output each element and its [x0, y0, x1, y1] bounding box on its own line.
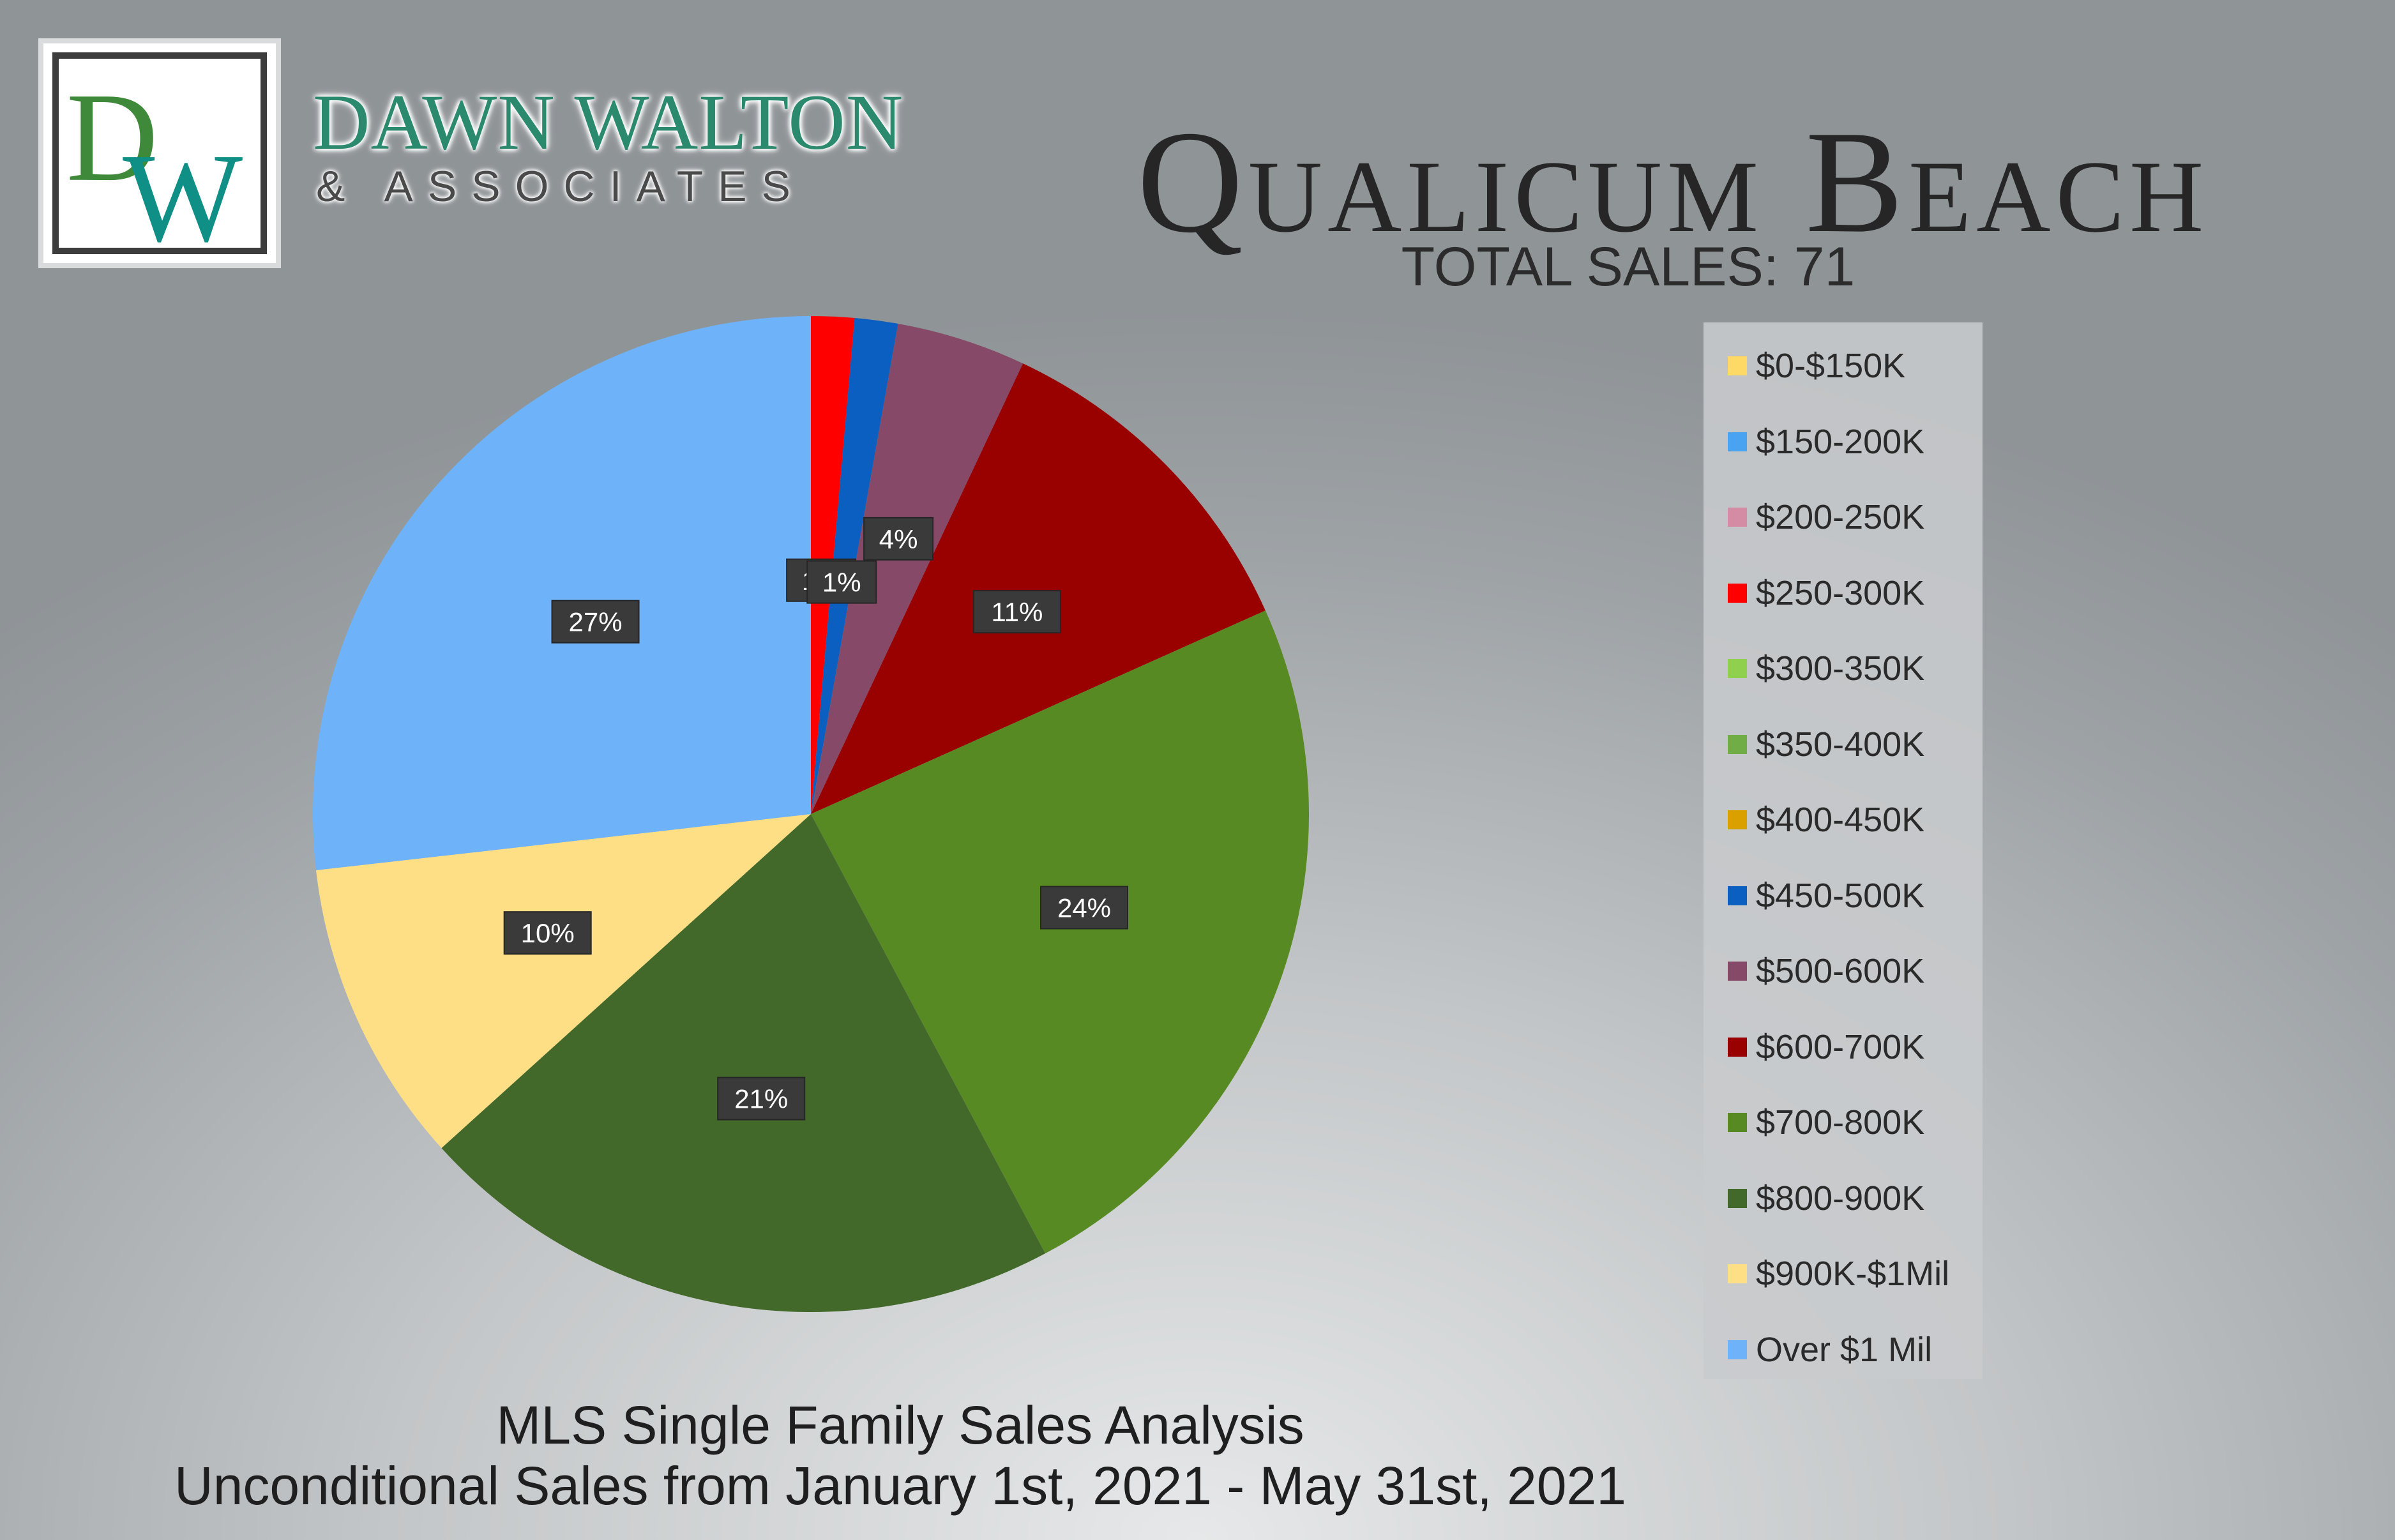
legend-swatch: [1728, 886, 1747, 905]
data-label-text: 10%: [521, 918, 575, 948]
pie-labels: 1%1%4%11%24%21%10%27%: [503, 517, 1129, 1121]
monogram-w: W: [123, 128, 243, 248]
data-label-box: [863, 517, 934, 561]
legend-label: $500-600K: [1756, 952, 1925, 990]
legend-label: $150-200K: [1756, 422, 1925, 461]
legend-label: $900K-$1Mil: [1756, 1255, 1950, 1293]
data-label-12: 10%: [503, 911, 592, 955]
legend-item: $0-$150K: [1728, 347, 1905, 385]
legend-swatch: [1728, 1340, 1747, 1359]
legend-swatch: [1728, 1037, 1747, 1057]
chart-legend: $0-$150K $150-200K $200-250K $250-300K $300-…: [1704, 322, 1983, 1379]
footer-title: MLS Single Family Sales Analysis: [496, 1395, 1304, 1455]
pie-slice-12: [315, 814, 812, 1149]
pie-slice-9: [811, 363, 1265, 814]
total-sales: TOTAL SALES: 71: [1401, 236, 1855, 298]
legend-label: $800-900K: [1756, 1179, 1925, 1218]
legend-label: $700-800K: [1756, 1103, 1925, 1142]
data-label-text: 24%: [1057, 893, 1111, 923]
data-label-text: 4%: [879, 524, 918, 554]
brand-subtitle: & ASSOCIATES: [316, 162, 806, 211]
legend-swatch: [1728, 356, 1747, 375]
legend-label: $400-450K: [1756, 801, 1925, 839]
data-label-11: 21%: [717, 1076, 806, 1121]
data-label-13: 27%: [551, 600, 640, 644]
brand-logo: D W: [38, 38, 281, 268]
legend-label: $200-250K: [1756, 498, 1925, 536]
logo-frame: D W: [52, 52, 267, 254]
legend-item: $450-500K: [1728, 877, 1924, 915]
legend-swatch: [1728, 1264, 1747, 1283]
legend-swatch: [1728, 1113, 1747, 1132]
legend-item: $250-300K: [1728, 574, 1924, 612]
data-label-box: [717, 1076, 806, 1121]
data-label-box: [503, 911, 592, 955]
legend-item: $350-400K: [1728, 725, 1924, 764]
legend-item: $400-450K: [1728, 801, 1924, 839]
brand-name: DAWN WALTON: [313, 79, 904, 166]
data-label-text: 21%: [734, 1084, 788, 1114]
legend-item: $600-700K: [1728, 1028, 1924, 1066]
monogram-icon: D W: [66, 67, 243, 248]
legend-swatch: [1728, 734, 1747, 754]
legend-item: $150-200K: [1728, 423, 1924, 461]
data-label-box: [1040, 886, 1129, 930]
data-label-text: 1%: [822, 568, 861, 598]
legend-label: $350-400K: [1756, 725, 1925, 764]
legend-item: $900K-$1Mil: [1728, 1255, 1949, 1293]
pie-slice-10: [811, 610, 1309, 1254]
legend-swatch: [1728, 962, 1747, 981]
legend-item: $200-250K: [1728, 498, 1924, 536]
data-label-10: 24%: [1040, 886, 1129, 930]
data-label-box: [551, 600, 640, 644]
legend-label: $300-350K: [1756, 649, 1925, 688]
pie-slice-11: [441, 814, 1046, 1312]
legend-swatch: [1728, 810, 1747, 829]
footer-date-range: Unconditional Sales from January 1st, 20…: [174, 1456, 1626, 1516]
legend-item: $300-350K: [1728, 649, 1924, 688]
legend-item: Over $1 Mil: [1728, 1331, 1932, 1369]
pie-slices: [313, 316, 1309, 1312]
legend-item: $800-900K: [1728, 1179, 1924, 1218]
data-label-text: 27%: [569, 607, 623, 637]
legend-swatch: [1728, 508, 1747, 527]
legend-swatch: [1728, 432, 1747, 451]
page-title: Qualicum Beach: [1137, 100, 2209, 263]
legend-swatch: [1728, 583, 1747, 603]
data-label-9: 11%: [972, 590, 1061, 634]
legend-swatch: [1728, 659, 1747, 678]
legend-swatch: [1728, 1188, 1747, 1208]
legend-label: $450-500K: [1756, 876, 1925, 915]
legend-label: $250-300K: [1756, 573, 1925, 612]
data-label-box: [972, 590, 1061, 634]
legend-label: Over $1 Mil: [1756, 1330, 1933, 1369]
pie-slice-13: [313, 316, 811, 871]
data-label-box: [806, 560, 877, 604]
legend-item: $500-600K: [1728, 952, 1924, 990]
data-label-text: 11%: [991, 597, 1043, 627]
data-label-8: 4%: [863, 517, 934, 561]
data-label-7: 1%: [806, 560, 877, 604]
legend-label: $0-$150K: [1756, 347, 1906, 385]
monogram-d: D: [66, 67, 158, 208]
pie-slice-8: [811, 324, 1024, 815]
legend-item: $700-800K: [1728, 1103, 1924, 1142]
legend-label: $600-700K: [1756, 1027, 1925, 1066]
